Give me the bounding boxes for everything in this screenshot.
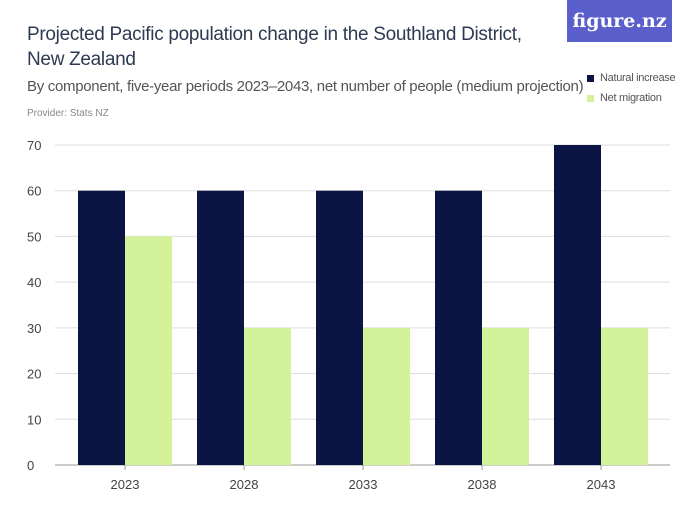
y-tick-label: 10 (27, 412, 41, 427)
figure-nz-logo[interactable]: figure.nz (567, 0, 672, 42)
y-tick-label: 70 (27, 138, 41, 153)
x-tick-label: 2033 (349, 477, 378, 492)
legend-item-net-migration: Net migration (587, 88, 675, 108)
legend-label: Natural increase (600, 72, 676, 84)
legend: Natural increase Net migration (587, 68, 676, 108)
y-tick-label: 60 (27, 184, 41, 199)
y-tick-label: 50 (27, 229, 41, 244)
x-tick-label: 2043 (587, 477, 616, 492)
legend-swatch (587, 94, 594, 102)
legend-label: Net migration (600, 92, 662, 104)
bar-net-migration (363, 327, 410, 465)
bar-natural-increase (197, 190, 244, 465)
legend-swatch (587, 74, 594, 82)
y-tick-label: 0 (27, 458, 34, 473)
legend-item-natural-increase: Natural increase (587, 68, 676, 88)
provider-label: Provider: Stats NZ (27, 108, 109, 119)
x-tick-label: 2038 (468, 477, 497, 492)
x-tick-label: 2023 (111, 477, 140, 492)
bar-net-migration (125, 236, 172, 465)
bar-natural-increase (78, 190, 125, 465)
chart-subtitle: By component, five-year periods 2023–204… (27, 78, 584, 95)
x-tick-label: 2028 (230, 477, 259, 492)
y-tick-label: 30 (27, 321, 41, 336)
chart-title: Projected Pacific population change in t… (27, 24, 522, 70)
bar-natural-increase (316, 190, 363, 465)
bar-net-migration (601, 327, 648, 465)
y-tick-label: 20 (27, 367, 41, 382)
bar-natural-increase (554, 145, 601, 465)
bar-net-migration (244, 327, 291, 465)
bar-net-migration (482, 327, 529, 465)
bar-natural-increase (435, 190, 482, 465)
y-tick-label: 40 (27, 275, 41, 290)
